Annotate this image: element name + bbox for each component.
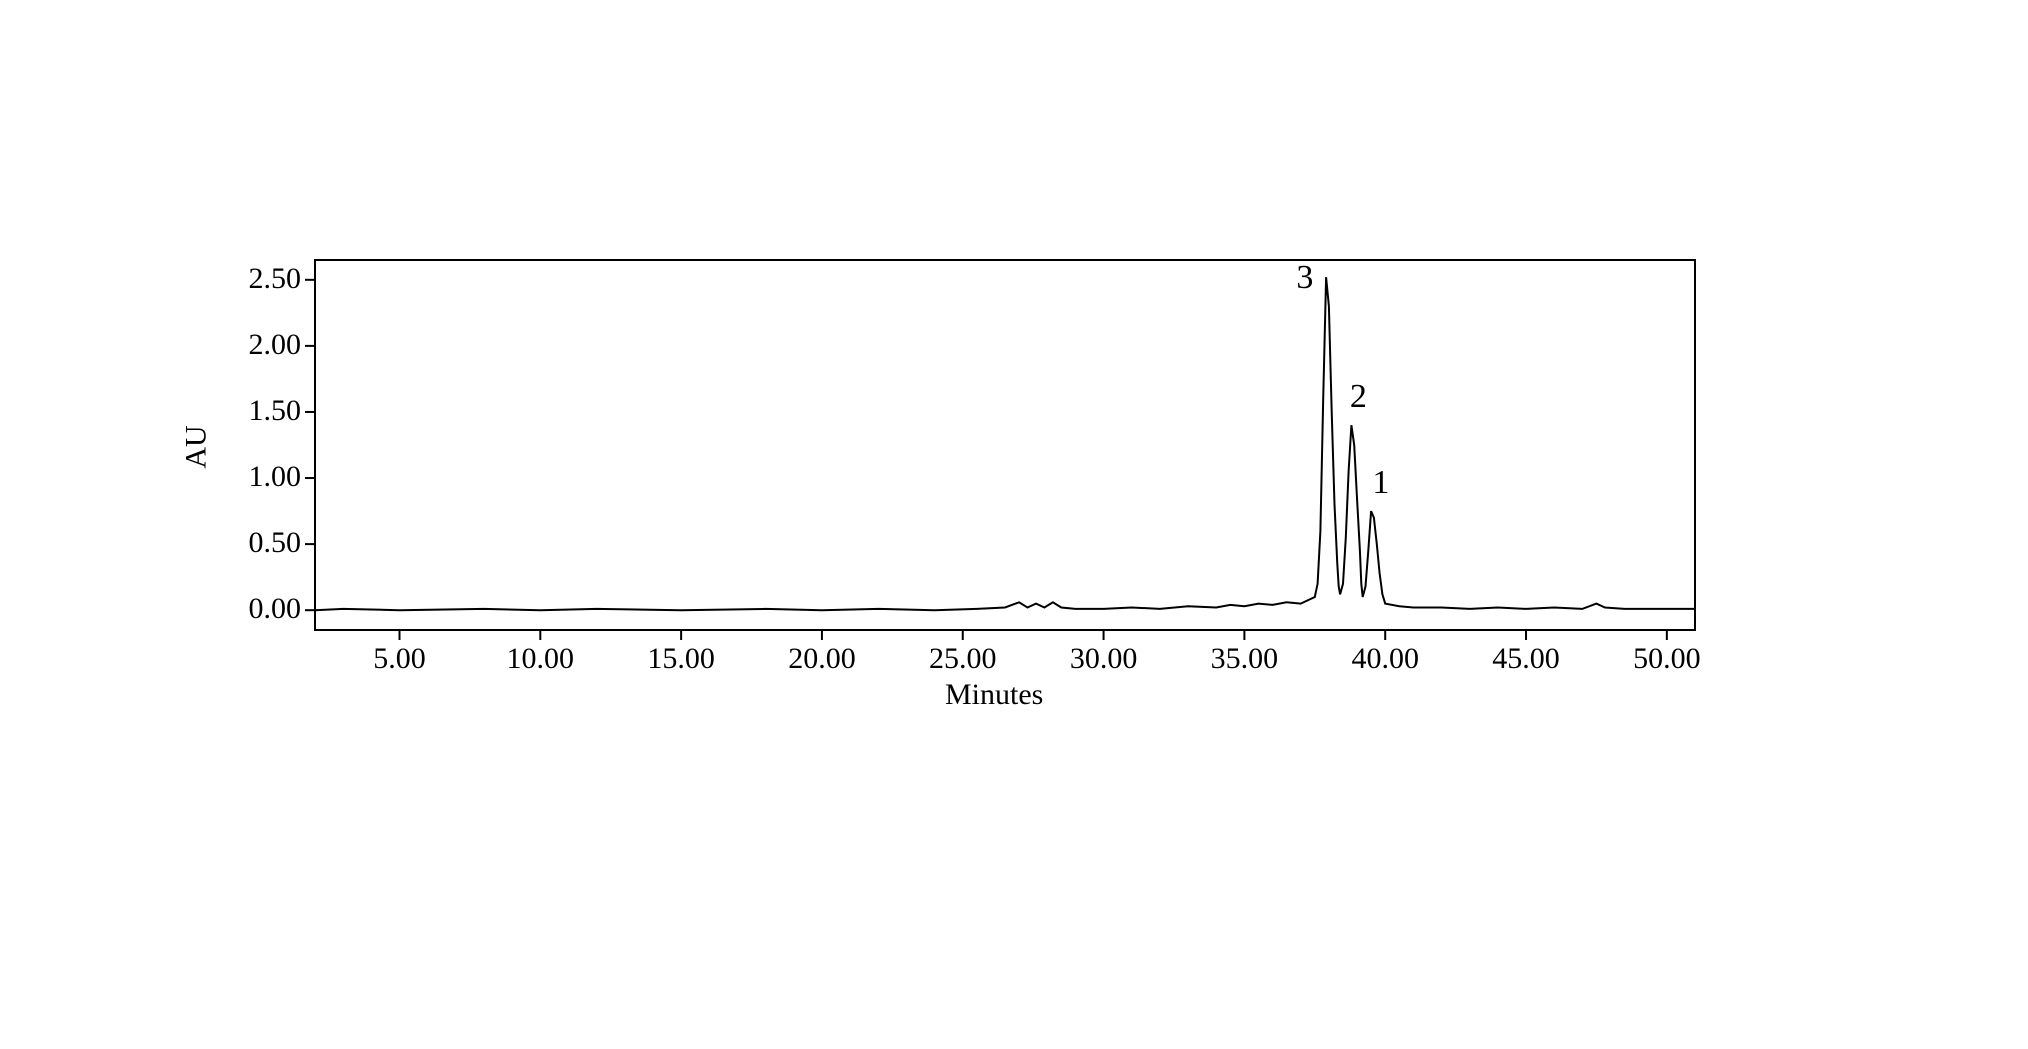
y-tick-label: 2.50 — [249, 262, 302, 296]
y-axis-title: AU — [180, 425, 214, 468]
plot-border — [315, 260, 1695, 630]
x-tick-label: 5.00 — [359, 642, 439, 676]
y-tick-label: 0.00 — [249, 592, 302, 626]
chromatogram-line — [315, 277, 1695, 610]
y-tick-label: 0.50 — [249, 526, 302, 560]
peak-label: 1 — [1372, 464, 1389, 502]
x-axis-title: Minutes — [945, 678, 1043, 712]
x-tick-label: 15.00 — [641, 642, 721, 676]
y-tick-label: 2.00 — [249, 328, 302, 362]
x-tick-label: 20.00 — [782, 642, 862, 676]
x-tick-label: 50.00 — [1627, 642, 1707, 676]
peak-label: 3 — [1296, 259, 1313, 297]
x-tick-label: 25.00 — [923, 642, 1003, 676]
y-tick-label: 1.00 — [249, 460, 302, 494]
x-tick-label: 35.00 — [1204, 642, 1284, 676]
chart-svg — [0, 0, 2028, 1049]
x-tick-label: 30.00 — [1064, 642, 1144, 676]
x-tick-label: 40.00 — [1345, 642, 1425, 676]
peak-label: 2 — [1350, 378, 1367, 416]
chromatogram-chart: 5.0010.0015.0020.0025.0030.0035.0040.004… — [0, 0, 2028, 1049]
x-tick-label: 45.00 — [1486, 642, 1566, 676]
x-tick-label: 10.00 — [500, 642, 580, 676]
y-tick-label: 1.50 — [249, 394, 302, 428]
